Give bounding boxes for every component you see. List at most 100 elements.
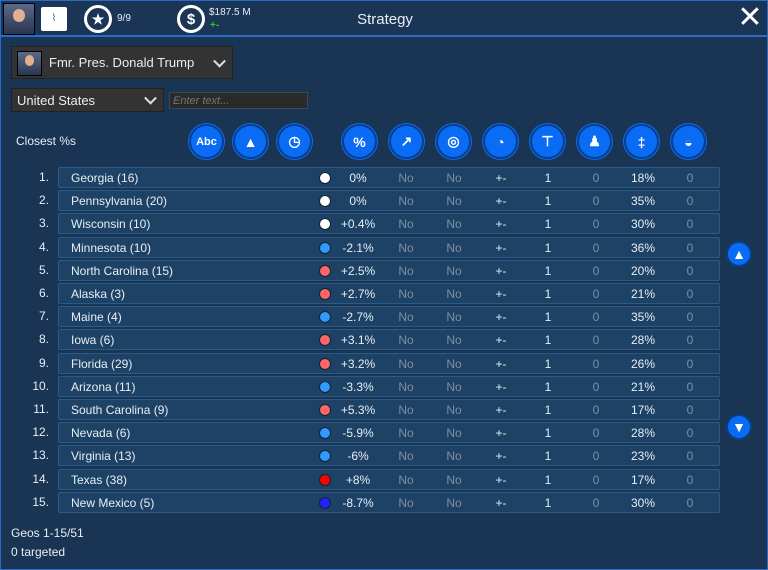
cell-margin: +8% [345,472,371,487]
cell-c3: +- [495,333,507,348]
state-name: New Mexico (5) [71,495,155,510]
cell-c3: +- [495,403,507,417]
cell-c3: +- [495,263,507,278]
cell-margin: +5.3% [340,403,376,417]
row-rank: 5. [38,262,49,277]
trend-chart-icon[interactable]: ↗ [389,124,424,159]
state-name: Alaska (3) [71,287,126,301]
cell-c7: 0 [686,310,694,325]
table-row[interactable]: North Carolina (15) +2.5% No No +- 1 0 20% 0 [58,259,720,281]
cell-c5: 0 [592,171,600,185]
close-button[interactable]: ✕ [737,1,763,34]
table-row[interactable]: Virginia (13) -6% No No +- 1 0 23% 0 [58,445,720,467]
state-name: Georgia (16) [71,171,139,185]
table-row[interactable]: Maine (4) -2.7% No No +- 1 0 35% 0 [58,306,720,328]
cell-c1: No [398,472,414,487]
page-title: Strategy [357,11,413,28]
cell-c2: No [446,240,462,255]
cell-c3: +- [495,495,507,510]
lean-dot [319,195,331,208]
scroll-down-button[interactable]: ▼ [726,414,752,440]
cell-c5: 0 [592,356,600,371]
cell-c3: +- [495,426,507,441]
cell-c7: 0 [686,426,694,441]
table-row[interactable]: South Carolina (9) +5.3% No No +- 1 0 17% 0 [58,399,720,420]
org-chart-icon[interactable]: ⊤ [530,124,565,159]
cell-c5: 0 [592,333,600,348]
signpost-icon[interactable]: ‡ [624,124,659,159]
dollar-icon[interactable]: $ [177,5,205,33]
table-row[interactable]: Arizona (11) -3.3% No No +- 1 0 21% 0 [58,375,720,397]
search-input[interactable] [169,92,308,109]
cell-c5: 0 [592,287,600,301]
cell-c1: No [398,403,414,417]
clock-icon[interactable]: ◷ [277,124,312,159]
cell-c5: 0 [592,449,600,464]
cell-c3: +- [495,194,507,209]
lean-dot [319,334,331,347]
cell-c4: 1 [544,240,552,255]
cell-c2: No [446,194,462,209]
cell-c7: 0 [686,287,694,301]
state-name: Florida (29) [71,356,133,371]
cell-c2: No [446,403,462,417]
cell-c5: 0 [592,194,600,209]
candidate-portrait-small [17,51,42,76]
candidate-portrait[interactable] [3,3,35,35]
table-row[interactable]: Nevada (6) -5.9% No No +- 1 0 28% 0 [58,422,720,444]
cell-margin: +0.4% [340,217,376,232]
cell-c7: 0 [686,495,694,510]
cell-c6: 17% [630,472,656,487]
table-row[interactable]: Alaska (3) +2.7% No No +- 1 0 21% 0 [58,283,720,304]
cell-c2: No [446,472,462,487]
cell-c2: No [446,495,462,510]
cell-c4: 1 [544,449,552,464]
cell-c2: No [446,356,462,371]
speedometer-icon[interactable]: ◔ [483,124,518,159]
cell-c4: 1 [544,263,552,278]
cell-c4: 1 [544,379,552,394]
cell-c2: No [446,426,462,441]
table-row[interactable]: New Mexico (5) -8.7% No No +- 1 0 30% 0 [58,491,720,513]
cell-c1: No [398,217,414,232]
candidate-dropdown[interactable]: Fmr. Pres. Donald Trump [11,46,233,79]
percent-icon[interactable]: % [342,124,377,159]
region-dropdown[interactable]: United States [11,88,164,112]
lean-dot [319,450,331,463]
cell-c3: +- [495,287,507,301]
cell-c6: 18% [630,171,656,185]
cell-c3: +- [495,240,507,255]
scroll-up-button[interactable]: ▲ [726,241,752,267]
table-row[interactable]: Florida (29) +3.2% No No +- 1 0 26% 0 [58,352,720,374]
table-row[interactable]: Wisconsin (10) +0.4% No No +- 1 0 30% 0 [58,213,720,235]
chevron-down-icon [144,91,157,105]
lean-dot [319,288,331,300]
cell-c3: +- [495,171,507,185]
table-row[interactable]: Iowa (6) +3.1% No No +- 1 0 28% 0 [58,329,720,351]
lean-dot [319,473,331,486]
cell-c7: 0 [686,333,694,348]
abc-icon[interactable]: Abc [189,124,224,159]
row-rank: 6. [38,286,49,300]
satellite-dish-icon[interactable]: ◒ [671,124,706,159]
target-icon[interactable]: ◎ [436,124,471,159]
cell-c5: 0 [592,240,600,255]
state-name: Nevada (6) [71,426,131,441]
people-icon[interactable]: ♟ [577,124,612,159]
cell-c4: 1 [544,333,552,348]
cell-c4: 1 [544,310,552,325]
cell-c7: 0 [686,194,694,209]
cell-c7: 0 [686,403,694,417]
table-row[interactable]: Georgia (16) 0% No No +- 1 0 18% 0 [58,167,720,188]
row-rank: 4. [38,239,49,254]
table-row[interactable]: Minnesota (10) -2.1% No No +- 1 0 36% 0 [58,236,720,258]
map-icon[interactable]: ⌇ [41,7,67,31]
table-row[interactable]: Pennsylvania (20) 0% No No +- 1 0 35% 0 [58,190,720,212]
cell-margin: +2.7% [340,287,376,301]
cell-c5: 0 [592,379,600,394]
cell-margin: +3.2% [340,356,376,371]
gold-bars-icon[interactable]: ▲ [233,124,268,159]
cell-c2: No [446,263,462,278]
star-icon[interactable]: ★ [84,5,112,33]
table-row[interactable]: Texas (38) +8% No No +- 1 0 17% 0 [58,468,720,490]
